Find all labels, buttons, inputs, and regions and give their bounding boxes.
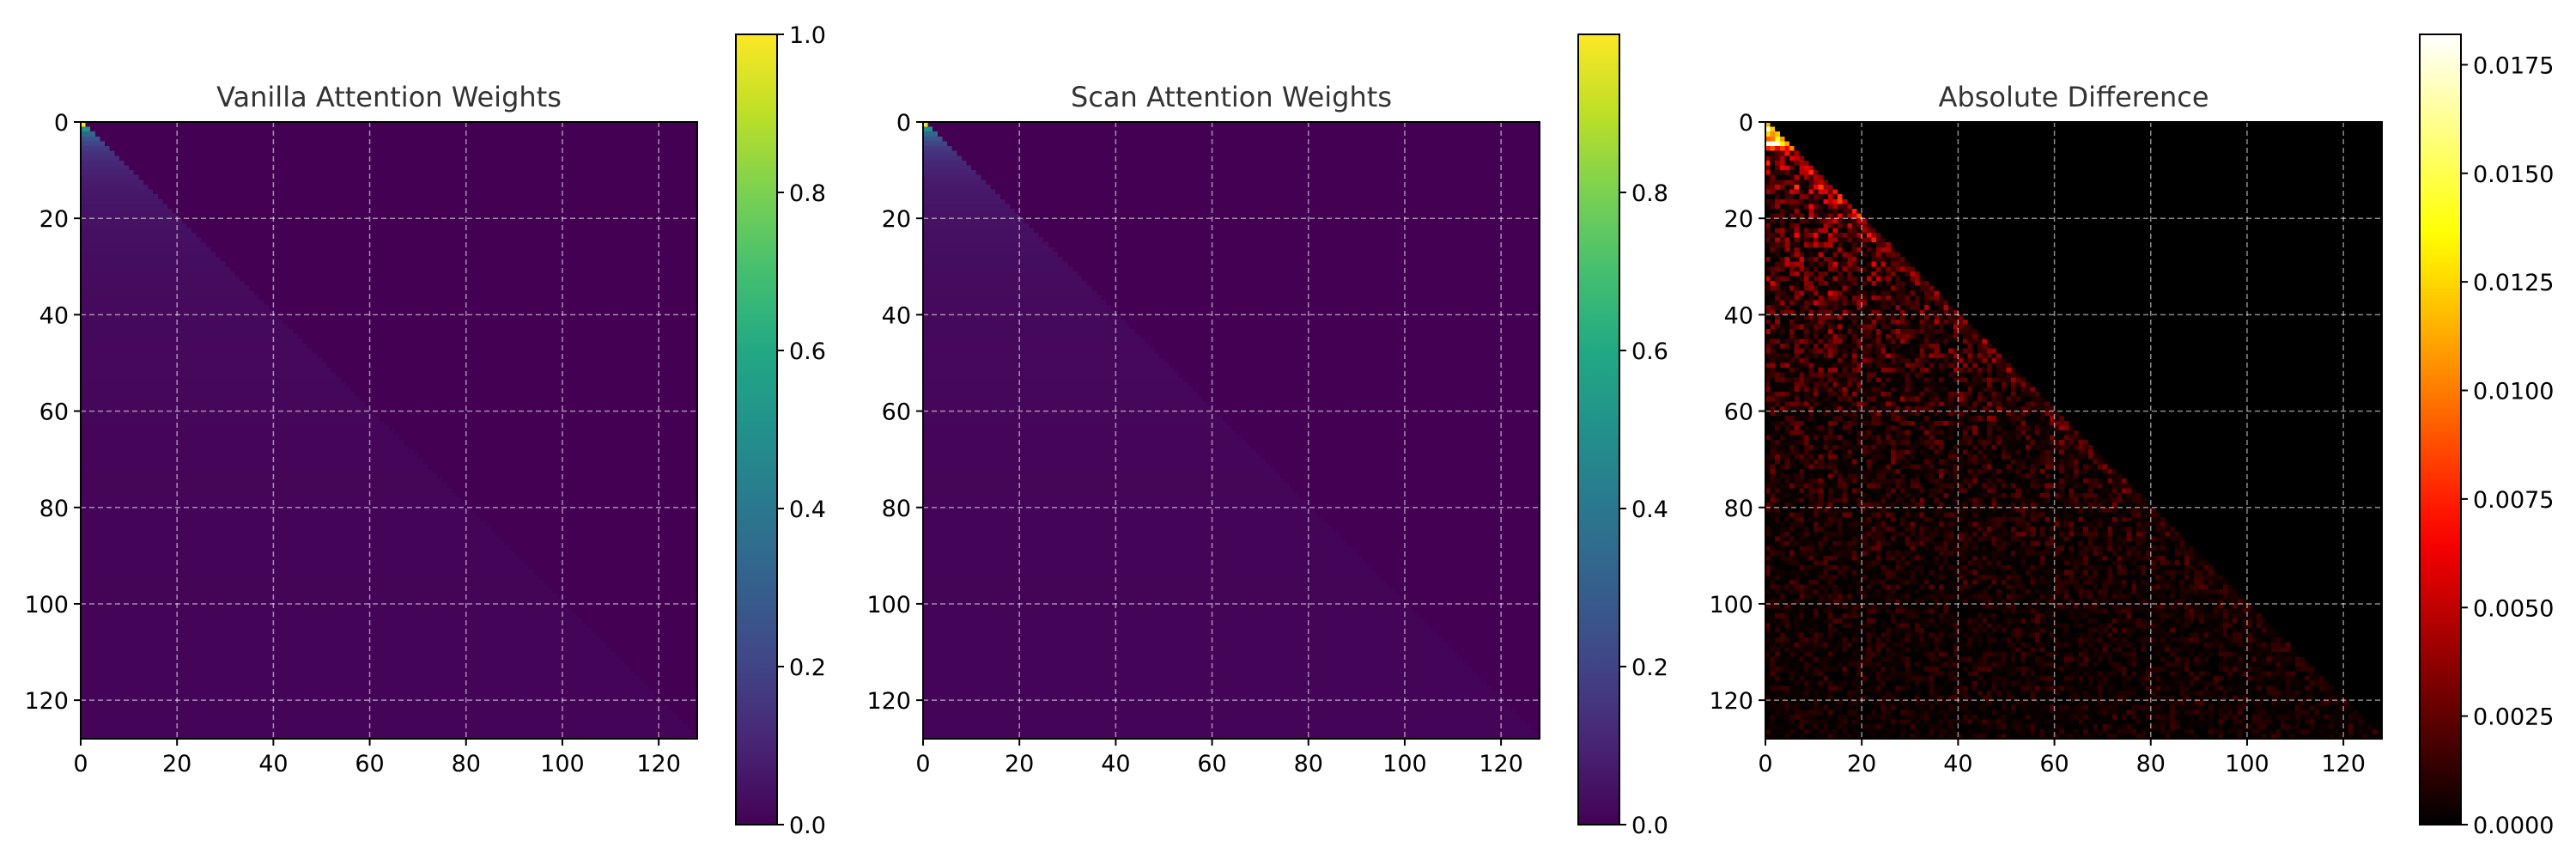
colorbar-ticks: 0.0 0.2 0.4 0.6 0.8 [1619,180,1668,839]
colorbar-vanilla [735,34,778,825]
colorbar-tick-label: 0.4 [789,497,826,523]
x-axis-ticks: 0 20 40 60 80 100 120 [1758,739,2366,777]
x-tick-label: 80 [1294,751,1323,777]
panel-title: Scan Attention Weights [1071,81,1392,113]
panel-scan-attention: Scan Attention Weights 0 20 40 60 80 100 120 0… [866,34,1668,839]
y-tick-label: 60 [882,399,911,426]
colorbar-tick-label: 0.0025 [2473,704,2554,731]
plot-frame [80,121,698,740]
y-axis-ticks: 0 20 40 60 80 100 120 [866,110,923,715]
colorbar-tick-label: 0.6 [789,338,826,365]
x-tick-label: 60 [2039,751,2069,777]
x-tick-label: 80 [452,751,481,777]
colorbar-tick-label: 0.0 [789,813,826,839]
plot-frame [922,121,1540,740]
colorbar-ticks: 0.0000 0.0025 0.0050 0.0075 0.0100 0.0125 0.01… [2461,52,2554,839]
colorbar-tick-label: 0.8 [789,180,826,207]
x-tick-label: 120 [2321,751,2366,777]
heatmap-scan [923,122,1540,739]
y-tick-label: 20 [39,206,69,233]
heatmap-difference [1765,122,2382,739]
colorbar-tick-label: 0.0100 [2473,379,2554,405]
y-tick-label: 40 [882,302,911,329]
x-axis-ticks: 0 20 40 60 80 100 120 [73,739,681,777]
x-tick-label: 0 [1758,751,1772,777]
colorbar-tick-label: 0.6 [1631,338,1668,365]
y-tick-label: 20 [1724,206,1753,233]
panel-title: Vanilla Attention Weights [216,81,562,113]
panel-vanilla-attention: Vanilla Attention Weights 0 20 40 60 80 100 12… [24,22,826,839]
colorbar-tick-label: 0.0125 [2473,270,2554,296]
x-tick-label: 100 [540,751,585,777]
colorbar-tick-label: 0.0175 [2473,52,2554,79]
y-tick-label: 40 [39,302,69,329]
y-tick-label: 60 [1724,399,1753,426]
colorbar-tick-label: 0.0 [1631,813,1668,839]
y-tick-label: 100 [24,592,69,618]
panel-absolute-difference: Absolute Difference 0 20 40 60 80 100 120 0 20 4… [1709,34,2554,839]
colorbar-tick-label: 0.2 [789,655,826,681]
y-tick-label: 0 [54,110,69,137]
x-tick-label: 40 [1101,751,1130,777]
x-tick-label: 60 [355,751,384,777]
x-tick-label: 0 [73,751,88,777]
y-axis-ticks: 0 20 40 60 80 100 120 [24,110,81,715]
y-tick-label: 80 [39,496,69,522]
colorbar-difference [2419,34,2462,825]
x-tick-label: 120 [1479,751,1523,777]
y-tick-label: 100 [866,592,911,618]
x-tick-label: 20 [162,751,191,777]
y-tick-label: 40 [1724,302,1753,329]
y-tick-label: 20 [882,206,911,233]
x-tick-label: 60 [1197,751,1226,777]
colorbar-tick-label: 0.0000 [2473,813,2554,839]
y-tick-label: 60 [39,399,69,426]
x-axis-ticks: 0 20 40 60 80 100 120 [915,739,1523,777]
heatmap-vanilla [81,122,697,739]
x-tick-label: 100 [1382,751,1427,777]
y-tick-label: 80 [882,496,911,522]
plot-frame [1765,121,2383,740]
x-tick-label: 20 [1847,751,1876,777]
colorbar-tick-label: 0.0075 [2473,487,2554,514]
colorbar-scan [1577,34,1620,825]
panel-title: Absolute Difference [1939,81,2209,113]
colorbar-tick-label: 0.8 [1631,180,1668,207]
colorbar-tick-label: 0.0150 [2473,161,2554,188]
y-tick-label: 120 [866,688,911,715]
y-tick-label: 120 [24,688,69,715]
y-tick-label: 0 [896,110,911,137]
x-tick-label: 40 [258,751,288,777]
x-tick-label: 80 [2136,751,2166,777]
colorbar-ticks: 0.0 0.2 0.4 0.6 0.8 1.0 [777,22,826,839]
colorbar-tick-label: 0.0050 [2473,595,2554,622]
colorbar-tick-label: 0.2 [1631,655,1668,681]
y-axis-ticks: 0 20 40 60 80 100 120 [1709,110,1765,715]
y-tick-label: 0 [1739,110,1753,137]
y-tick-label: 100 [1709,592,1753,618]
x-tick-label: 100 [2225,751,2269,777]
y-tick-label: 80 [1724,496,1753,522]
colorbar-tick-label: 0.4 [1631,497,1668,523]
x-tick-label: 0 [915,751,930,777]
colorbar-tick-label: 1.0 [789,22,826,49]
y-tick-label: 120 [1709,688,1753,715]
x-tick-label: 20 [1005,751,1034,777]
x-tick-label: 120 [636,751,681,777]
x-tick-label: 40 [1943,751,1972,777]
